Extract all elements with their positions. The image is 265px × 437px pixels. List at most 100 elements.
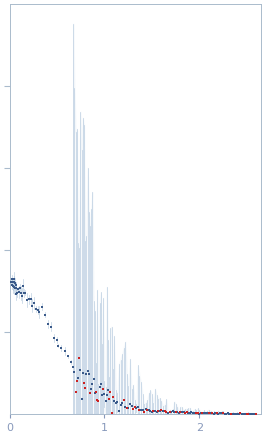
Point	[43, 311, 47, 318]
Point	[223, 410, 227, 417]
Point	[147, 407, 151, 414]
Point	[83, 385, 87, 392]
Point	[128, 401, 132, 408]
Point	[148, 407, 152, 414]
Point	[202, 409, 206, 416]
Point	[137, 406, 142, 413]
Point	[254, 410, 258, 417]
Point	[95, 396, 99, 403]
Point	[123, 403, 127, 410]
Point	[178, 409, 183, 416]
Point	[142, 408, 146, 415]
Point	[75, 378, 79, 385]
Point	[15, 290, 19, 297]
Point	[55, 336, 59, 343]
Point	[227, 410, 232, 417]
Point	[204, 410, 208, 417]
Point	[84, 371, 89, 378]
Point	[126, 404, 131, 411]
Point	[216, 410, 220, 417]
Point	[188, 409, 192, 416]
Point	[156, 408, 160, 415]
Point	[237, 410, 241, 417]
Point	[16, 286, 20, 293]
Point	[13, 284, 17, 291]
Point	[192, 409, 197, 416]
Point	[13, 280, 17, 287]
Point	[136, 403, 140, 410]
Point	[166, 409, 170, 416]
Point	[87, 371, 91, 378]
Point	[139, 406, 143, 413]
Point	[11, 282, 15, 289]
Point	[226, 410, 230, 417]
Point	[154, 408, 159, 415]
Point	[69, 359, 73, 366]
Point	[76, 375, 80, 382]
Point	[246, 410, 250, 417]
Point	[99, 381, 103, 388]
Point	[28, 296, 33, 303]
Point	[132, 403, 137, 410]
Point	[219, 410, 224, 417]
Point	[109, 409, 114, 416]
Point	[14, 284, 18, 291]
Point	[163, 408, 167, 415]
Point	[90, 381, 95, 388]
Point	[134, 405, 138, 412]
Point	[93, 390, 97, 397]
Point	[115, 399, 120, 406]
Point	[207, 410, 211, 417]
Point	[235, 410, 239, 417]
Point	[140, 406, 145, 413]
Point	[94, 388, 98, 395]
Point	[150, 409, 154, 416]
Point	[77, 354, 81, 361]
Point	[153, 408, 157, 415]
Point	[106, 386, 110, 393]
Point	[71, 364, 75, 371]
Point	[100, 392, 104, 399]
Point	[23, 289, 27, 296]
Point	[144, 406, 148, 413]
Point	[17, 288, 21, 295]
Point	[233, 410, 238, 417]
Point	[105, 392, 109, 399]
Point	[172, 409, 176, 416]
Point	[30, 302, 35, 309]
Point	[241, 410, 246, 417]
Point	[122, 397, 126, 404]
Point	[205, 409, 209, 416]
Point	[26, 296, 31, 303]
Point	[10, 278, 14, 285]
Point	[221, 410, 225, 417]
Point	[36, 307, 40, 314]
Point	[89, 385, 93, 392]
Point	[197, 410, 201, 417]
Point	[107, 395, 111, 402]
Point	[224, 410, 228, 417]
Point	[25, 297, 29, 304]
Point	[20, 292, 24, 299]
Point	[167, 409, 172, 416]
Point	[218, 410, 222, 417]
Point	[81, 370, 85, 377]
Point	[191, 410, 195, 417]
Point	[151, 408, 156, 415]
Point	[170, 407, 175, 414]
Point	[248, 410, 252, 417]
Point	[21, 282, 25, 289]
Point	[111, 393, 115, 400]
Point	[164, 408, 169, 415]
Point	[78, 366, 82, 373]
Point	[231, 410, 235, 417]
Point	[182, 409, 186, 416]
Point	[175, 409, 179, 416]
Point	[59, 344, 64, 351]
Point	[210, 410, 214, 417]
Point	[10, 275, 15, 282]
Point	[186, 410, 191, 417]
Point	[145, 406, 149, 413]
Point	[251, 410, 255, 417]
Point	[12, 284, 16, 291]
